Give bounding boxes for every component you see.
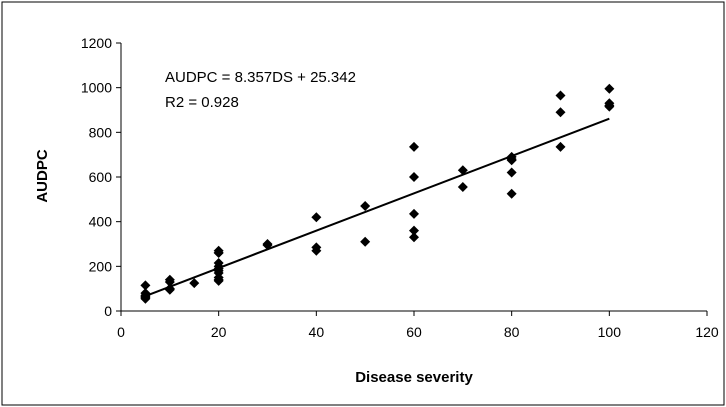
y-axis-title: AUDPC [34,149,51,203]
data-point [506,154,517,165]
data-point [604,83,615,94]
x-tick-label: 20 [211,324,227,340]
data-point [506,188,517,199]
y-tick-label: 0 [104,303,112,319]
data-point [140,293,151,304]
y-tick-label: 800 [89,124,113,140]
data-point [360,201,371,212]
x-tick-label: 40 [309,324,325,340]
x-tick-label: 80 [504,324,520,340]
data-point [409,225,419,236]
data-point [409,208,419,219]
x-tick-label: 120 [695,324,719,340]
y-tick-label: 400 [89,214,113,230]
data-point [409,141,419,152]
y-tick-label: 1000 [81,80,112,96]
data-point [457,182,468,193]
data-point [604,100,615,111]
data-point [213,247,224,258]
x-tick-label: 60 [406,324,422,340]
y-tick-label: 200 [89,258,113,274]
data-point [555,90,566,101]
data-point [360,236,371,247]
data-point [409,232,419,243]
data-point [457,165,468,176]
data-point [409,172,419,182]
data-point [311,212,322,223]
equation-annotation: AUDPC = 8.357DS + 25.342 [165,69,356,86]
data-point [311,245,322,256]
data-point [506,167,517,178]
x-tick-label: 0 [117,324,125,340]
data-point [189,278,200,289]
y-tick-label: 600 [89,169,113,185]
data-point [555,107,566,118]
data-point [140,280,151,291]
data-point [555,141,566,152]
x-axis-title: Disease severity [355,369,473,386]
data-point [164,284,175,295]
x-tick-label: 100 [598,324,622,340]
data-point [213,265,224,276]
data-point [262,240,273,251]
data-point [213,275,224,286]
y-tick-label: 1200 [81,35,112,51]
data-point [164,276,175,287]
r2-annotation: R2 = 0.928 [165,94,239,111]
